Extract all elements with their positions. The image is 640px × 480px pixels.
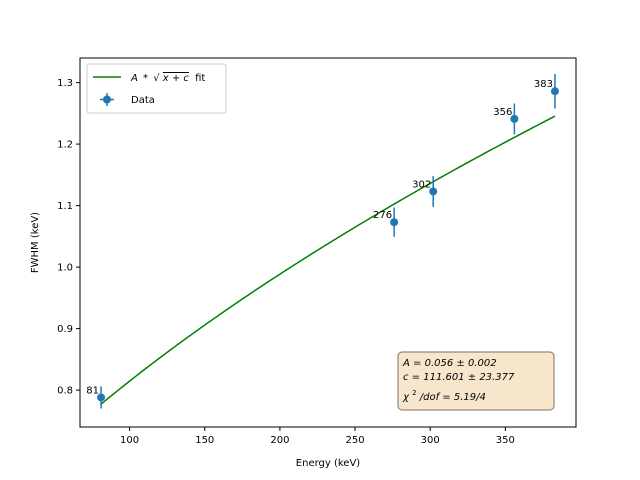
x-tick-label: 350 — [496, 435, 515, 446]
data-point — [390, 218, 399, 227]
fit-stats-box: A = 0.056 ± 0.002 c = 111.601 ± 23.377 χ… — [397, 351, 555, 411]
x-axis-ticks: 100 150 200 250 300 350 — [120, 427, 515, 446]
legend-data-marker — [103, 95, 111, 104]
data-point-label: 356 — [493, 107, 512, 118]
data-point — [429, 187, 438, 196]
data-point-label: 302 — [412, 179, 431, 190]
x-tick-label: 150 — [195, 435, 214, 446]
y-axis-ticks: 0.8 0.9 1.0 1.1 1.2 1.3 — [57, 78, 80, 397]
legend: A * √ x + c fit Data — [86, 63, 227, 114]
fit-stats-line-a: A = 0.056 ± 0.002 — [402, 358, 497, 369]
plot-frame — [79, 57, 577, 428]
fit-stats-line-chi2: χ 2 /dof = 5.19/4 — [402, 387, 486, 403]
data-point-label: 81 — [86, 385, 99, 396]
y-tick-label: 0.8 — [57, 386, 73, 397]
y-axis-label: FWHM (keV) — [30, 212, 41, 273]
y-tick-label: 1.1 — [57, 201, 73, 212]
legend-data-label: Data — [131, 95, 155, 106]
data-point-label: 276 — [373, 210, 392, 221]
plot-content: 81 276 302 356 383 — [86, 73, 559, 409]
legend-box — [86, 63, 227, 114]
fit-stats-line-c: c = 111.601 ± 23.377 — [403, 372, 515, 383]
x-tick-label: 100 — [120, 435, 139, 446]
y-tick-label: 1.0 — [57, 263, 73, 274]
fit-curve — [100, 115, 556, 405]
legend-fit-label: A * √ x + c fit — [130, 73, 205, 84]
y-tick-label: 0.9 — [57, 324, 73, 335]
x-tick-label: 300 — [421, 435, 440, 446]
data-point — [510, 114, 519, 123]
x-axis-label: Energy (keV) — [296, 458, 361, 469]
x-tick-label: 200 — [270, 435, 289, 446]
data-point-label: 383 — [534, 79, 553, 90]
x-tick-label: 250 — [346, 435, 365, 446]
data-point — [550, 87, 559, 96]
y-tick-label: 1.2 — [57, 140, 73, 151]
data-point — [97, 393, 106, 402]
fit-stats-background — [397, 351, 555, 411]
y-tick-label: 1.3 — [57, 78, 73, 89]
